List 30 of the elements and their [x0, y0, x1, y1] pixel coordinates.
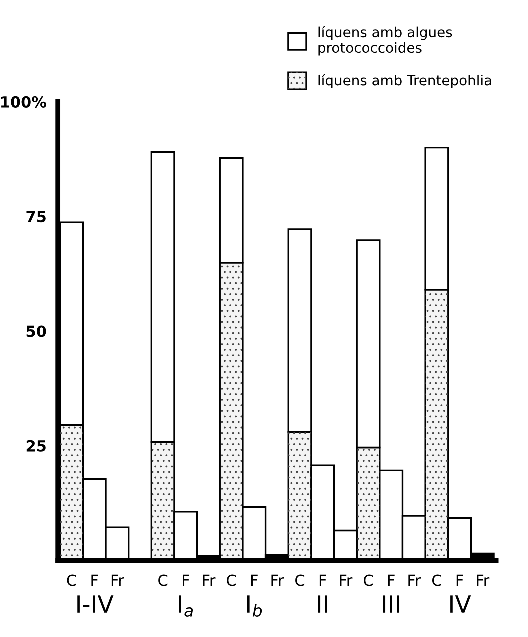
y-tick-label: 50	[26, 326, 46, 338]
x-tick-label: F	[251, 574, 258, 586]
text: IV	[450, 596, 472, 613]
x-tick-label: Fr	[477, 574, 490, 586]
y-tick-label: 25	[26, 440, 46, 452]
text: I$_{a}$	[179, 596, 194, 617]
x-tick-label: Fr	[112, 574, 124, 586]
text: I-IV	[78, 596, 114, 613]
x-tick-label: Fr	[340, 574, 353, 586]
x-tick-label: C	[296, 574, 305, 586]
x-tick-label: C	[67, 574, 76, 586]
text: I$_{b}$	[247, 596, 262, 617]
x-tick-label: F	[320, 574, 326, 586]
x-tick-label: F	[388, 574, 395, 586]
text: III	[383, 596, 400, 613]
x-tick-label: Fr	[272, 574, 284, 586]
x-tick-label: C	[432, 574, 442, 586]
x-tick-label: C	[158, 574, 168, 586]
x-tick-label: C	[227, 574, 236, 586]
x-tick-label: F	[92, 574, 98, 586]
legend-label: líquens amb algues protococcoides	[318, 26, 452, 56]
y-tick-label: 100%	[1, 96, 46, 108]
x-tick-label: F	[183, 574, 190, 586]
x-tick-label: F	[456, 574, 464, 586]
legend-label: líquens amb Trentepohlia	[318, 74, 492, 88]
text: II	[318, 596, 328, 613]
x-tick-label: Fr	[408, 574, 422, 586]
x-tick-label: C	[364, 574, 374, 586]
y-tick-label: 75	[26, 211, 46, 223]
x-tick-label: Fr	[203, 574, 216, 586]
